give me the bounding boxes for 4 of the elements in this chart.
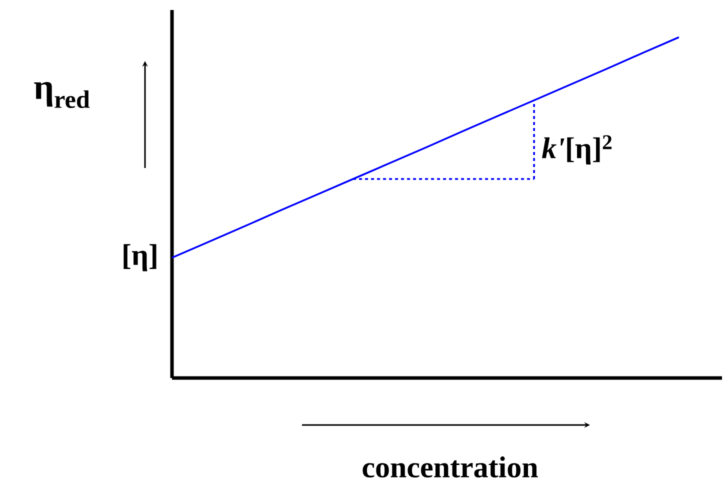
y-axis-title: η$_{red}$ <box>34 82 90 108</box>
text: [η] <box>124 244 156 272</box>
annotation: k'[η]$^{2}$ <box>542 135 612 165</box>
x-axis-title: concentration <box>362 456 538 478</box>
